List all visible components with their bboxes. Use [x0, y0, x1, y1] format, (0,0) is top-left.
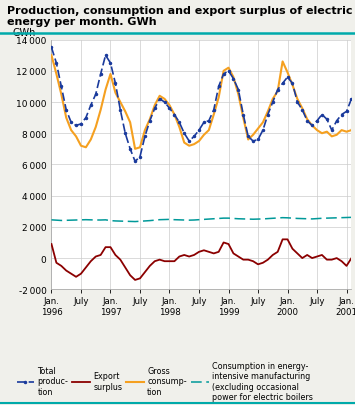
Text: GWh: GWh [12, 28, 36, 38]
Legend: Total
produc-
tion, Export
surplus, Gross
consump-
tion, Consumption in energy-
: Total produc- tion, Export surplus, Gros… [16, 361, 313, 401]
Text: Production, consumption and export surplus of electric: Production, consumption and export surpl… [7, 6, 353, 16]
Text: energy per month. GWh: energy per month. GWh [7, 17, 157, 27]
